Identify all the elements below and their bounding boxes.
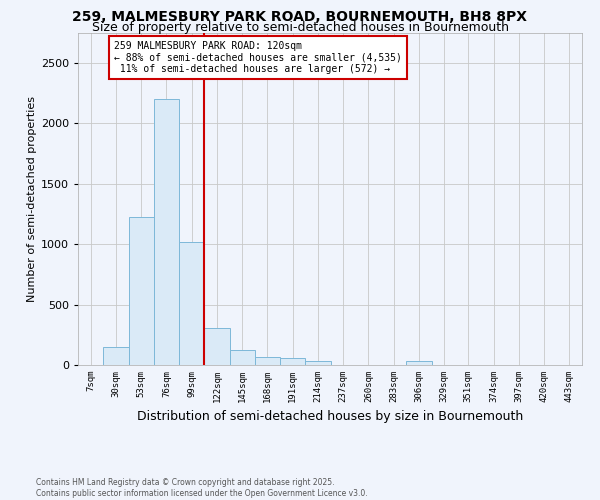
Text: Size of property relative to semi-detached houses in Bournemouth: Size of property relative to semi-detach…: [91, 22, 509, 35]
Bar: [406, 362, 431, 365]
Bar: [280, 358, 305, 365]
Text: 259, MALMESBURY PARK ROAD, BOURNEMOUTH, BH8 8PX: 259, MALMESBURY PARK ROAD, BOURNEMOUTH, …: [73, 10, 527, 24]
X-axis label: Distribution of semi-detached houses by size in Bournemouth: Distribution of semi-detached houses by …: [137, 410, 523, 424]
Bar: [103, 347, 128, 365]
Text: 259 MALMESBURY PARK ROAD: 120sqm
← 88% of semi-detached houses are smaller (4,53: 259 MALMESBURY PARK ROAD: 120sqm ← 88% o…: [114, 41, 402, 74]
Bar: [204, 328, 230, 365]
Bar: [305, 361, 331, 365]
Bar: [255, 356, 280, 365]
Bar: [154, 99, 179, 365]
Bar: [230, 350, 255, 365]
Bar: [179, 242, 204, 365]
Y-axis label: Number of semi-detached properties: Number of semi-detached properties: [26, 96, 37, 302]
Text: Contains HM Land Registry data © Crown copyright and database right 2025.
Contai: Contains HM Land Registry data © Crown c…: [36, 478, 368, 498]
Bar: [128, 218, 154, 365]
